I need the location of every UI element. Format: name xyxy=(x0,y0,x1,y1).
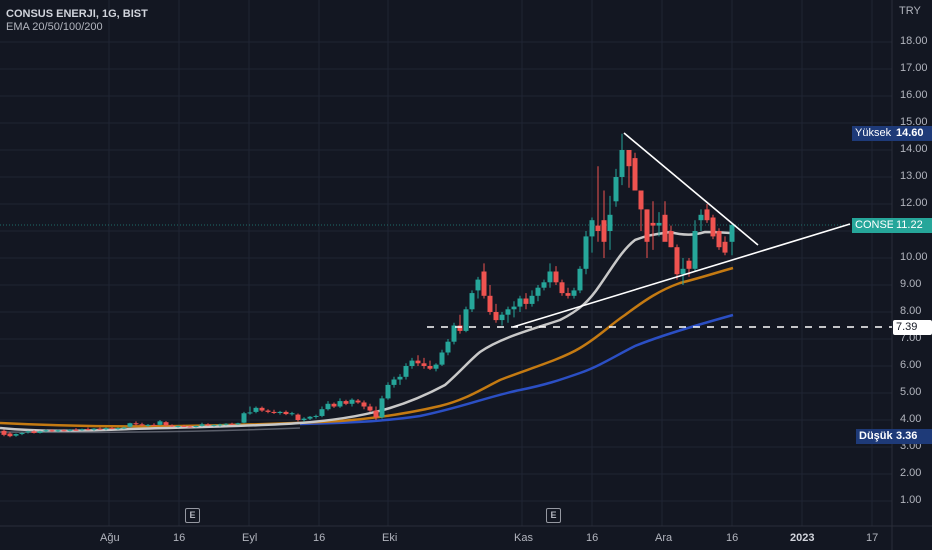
price-tick: 14.00 xyxy=(900,143,928,155)
currency-label: TRY xyxy=(899,5,921,17)
price-tick: 1.00 xyxy=(900,494,922,506)
grid xyxy=(0,0,892,526)
earnings-event-icon[interactable]: E xyxy=(546,508,561,523)
time-tick: Eki xyxy=(382,532,398,544)
time-tick-year: 2023 xyxy=(790,532,815,544)
high-label-tag: Yüksek xyxy=(852,126,895,141)
earnings-event-icon[interactable]: E xyxy=(185,508,200,523)
time-tick: Kas xyxy=(514,532,533,544)
price-tick: 4.00 xyxy=(900,413,922,425)
price-tick: 12.00 xyxy=(900,197,928,209)
candles xyxy=(1,133,735,438)
price-tick: 15.00 xyxy=(900,116,928,128)
price-tick: 13.00 xyxy=(900,170,928,182)
high-value-tag: 14.60 xyxy=(893,126,932,141)
time-tick: 16 xyxy=(173,532,186,544)
ema100-line xyxy=(299,313,734,426)
ema20-line xyxy=(0,230,734,432)
time-tick: 16 xyxy=(313,532,326,544)
price-tick: 7.00 xyxy=(900,332,922,344)
price-tick: 10.00 xyxy=(900,251,928,263)
low-value-tag: 3.36 xyxy=(893,429,932,444)
time-tick: Ağu xyxy=(100,532,120,544)
price-tick: 5.00 xyxy=(900,386,922,398)
time-tick: 16 xyxy=(726,532,739,544)
price-tick: 6.00 xyxy=(900,359,922,371)
resistance-trendline[interactable] xyxy=(623,132,759,246)
price-tick: 9.00 xyxy=(900,278,922,290)
price-tick: 18.00 xyxy=(900,35,928,47)
symbol-tag: CONSE xyxy=(852,218,898,233)
time-tick: 16 xyxy=(586,532,599,544)
level-price-tag[interactable]: 7.39 xyxy=(893,320,932,335)
price-tick: 17.00 xyxy=(900,62,928,74)
price-tick: 8.00 xyxy=(900,305,922,317)
price-tick: 2.00 xyxy=(900,467,922,479)
price-tick: 16.00 xyxy=(900,89,928,101)
time-tick: Eyl xyxy=(242,532,258,544)
chart-legend: CONSUS ENERJI, 1G, BIST EMA 20/50/100/20… xyxy=(6,8,148,34)
time-tick: Ara xyxy=(655,532,673,544)
indicator-title: EMA 20/50/100/200 xyxy=(6,21,103,33)
support-trendline[interactable] xyxy=(512,223,851,328)
symbol-title: CONSUS ENERJI, 1G, BIST xyxy=(6,8,148,20)
last-price-tag: 11.22 xyxy=(893,218,932,233)
low-label-tag: Düşük xyxy=(856,429,896,444)
time-tick: 17 xyxy=(866,532,879,544)
